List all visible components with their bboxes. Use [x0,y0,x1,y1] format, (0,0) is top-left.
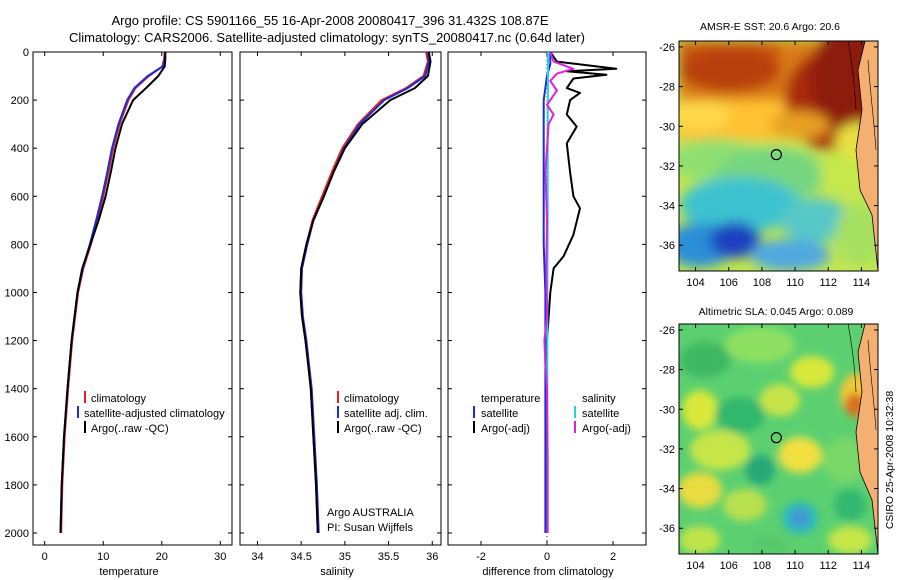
x-tick-label: 112 [819,560,837,572]
sla-map-frame [678,323,879,555]
y-tick-label: 1200 [5,336,29,348]
series-line-salinity-argo-adj [543,52,575,533]
y-tick-label: 0 [23,47,29,59]
argo-location-marker [770,432,782,444]
legend-label-argo: Argo(..raw -QC) [91,423,169,435]
difference-xlabel: difference from climatology [482,566,614,578]
y-tick-label: 2000 [5,528,29,540]
series-line-temperature-argo-adj [546,52,618,533]
legend-heading-salinity: salinity [582,393,616,405]
x-tick-label: 108 [753,560,771,572]
y-tick-label: 1600 [5,432,29,444]
sst-map-title: AMSR-E SST: 20.6 Argo: 20.6 [700,21,840,33]
salinity-panel-frame [239,51,442,546]
x-tick-label: 35 [339,551,351,563]
temperature-series [59,52,167,534]
sst-map-image [679,41,878,271]
x-tick-label: 114 [853,277,871,289]
y-tick-label: -36 [659,523,675,535]
y-tick-label: -26 [659,325,675,337]
series-line-argo-raw-qc [299,52,432,534]
temperature-panel-frame [32,51,233,546]
x-tick-label: 104 [686,277,704,289]
legend-label-sal-argo: Argo(-adj) [582,423,631,435]
temperature-axes: 0 10 20 30 0 200 400 600 800 1000 1200 1400 1600 1800… [5,47,232,563]
x-tick-label: 114 [853,560,871,572]
x-tick-label: 35.5 [378,551,399,563]
y-tick-label: -28 [659,82,675,94]
sla-map-axes: 104 106 108 110 112 114 -26 -28 -30 -32 -34 -36 [659,324,878,572]
legend-label-climatology: climatology [344,393,400,405]
x-tick-label: -2 [476,551,486,563]
y-tick-label: -32 [659,444,675,456]
y-tick-label: -36 [659,240,675,252]
difference-legend: temperature satellite Argo(-adj) salinit… [473,393,631,435]
x-tick-label: 106 [720,277,738,289]
y-tick-label: 1800 [5,480,29,492]
credit-line2: PI: Susan Wijffels [327,522,413,534]
series-line-satellite-adj-clim [300,52,430,534]
temperature-legend: climatology satellite-adjusted climatolo… [77,391,225,435]
sst-map-axes: 104 106 108 110 112 114 -26 -28 -30 -32 -34 -36 [659,41,878,289]
sst-map-frame [678,40,879,272]
y-tick-label: -32 [659,161,675,173]
x-tick-label: 0 [42,551,48,563]
salinity-xlabel: salinity [320,566,354,578]
salinity-series [299,52,432,534]
y-tick-label: 200 [11,95,29,107]
x-tick-label: 110 [786,560,804,572]
legend-heading-temperature: temperature [481,393,540,405]
x-tick-label: 36 [426,551,438,563]
x-tick-label: 104 [686,560,704,572]
legend-label-satellite-adj: satellite adj. clim. [344,408,428,420]
salinity-axes: 34 34.5 35 35.5 36 [240,51,441,563]
x-tick-label: 108 [753,277,771,289]
legend-label-satellite-adjusted: satellite-adjusted climatology [84,408,225,420]
x-tick-label: 30 [214,551,226,563]
x-tick-label: 112 [819,277,837,289]
y-tick-label: 600 [11,191,29,203]
y-tick-label: 800 [11,239,29,251]
x-tick-label: 20 [156,551,168,563]
sla-map-image [679,324,878,554]
legend-label-climatology: climatology [91,393,147,405]
figure-title-line2: Climatology: CARS2006. Satellite-adjuste… [69,30,585,45]
y-tick-label: -34 [659,484,675,496]
argo-location-marker [770,149,782,161]
salinity-legend: climatology satellite adj. clim. Argo(..… [327,391,428,534]
y-tick-label: 1000 [5,287,29,299]
x-tick-label: 106 [720,560,738,572]
y-tick-label: -28 [659,365,675,377]
legend-label-argo: Argo(..raw -QC) [344,423,422,435]
credit-line1: Argo AUSTRALIA [327,507,414,519]
legend-label-sal-satellite: satellite [582,408,619,420]
difference-axes: -2 0 2 [448,51,646,563]
figure-title-line1: Argo profile: CS 5901166_55 16-Apr-2008 … [111,13,548,28]
y-tick-label: -34 [659,201,675,213]
difference-series [542,52,618,533]
sla-map-title: Altimetric SLA: 0.045 Argo: 0.089 [699,306,854,318]
y-tick-label: -26 [659,42,675,54]
x-tick-label: 0 [544,551,550,563]
x-tick-label: 110 [786,277,804,289]
temperature-xlabel: temperature [99,566,158,578]
x-tick-label: 10 [97,551,109,563]
legend-label-temp-satellite: satellite [481,408,518,420]
x-tick-label: 34 [251,551,263,563]
legend-label-temp-argo: Argo(-adj) [481,423,530,435]
x-tick-label: 34.5 [290,551,311,563]
series-line-argo-raw-qc [59,52,167,534]
y-tick-label: 400 [11,143,29,155]
series-line-satellite-adjusted-climatology [59,52,167,534]
y-tick-label: -30 [659,121,675,133]
series-line-climatology [299,52,429,534]
y-tick-label: -30 [659,404,675,416]
y-tick-label: 1400 [5,384,29,396]
x-tick-label: 2 [610,551,616,563]
side-timestamp: CSIRO 25-Apr-2008 10:32:38 [884,391,896,529]
